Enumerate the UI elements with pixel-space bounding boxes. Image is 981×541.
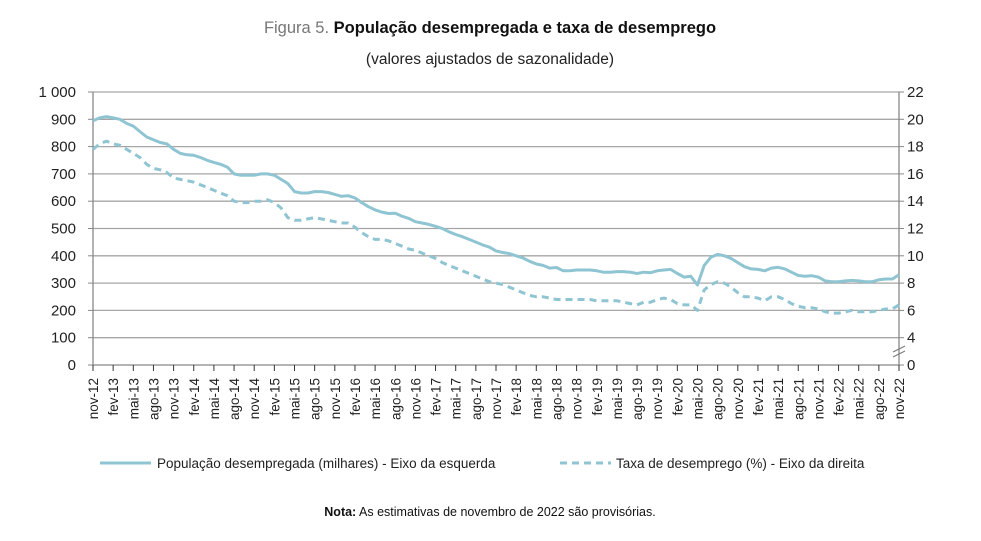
y-right-tick-label: 16 [907,166,924,183]
y-left-tick-label: 600 [51,193,76,210]
x-tick-label: mai-22 [852,378,867,419]
chart-note: Nota: As estimativas de novembro de 2022… [324,505,655,519]
x-tick-label: nov-15 [328,378,343,419]
x-tick-label: fev-13 [106,378,121,416]
axes: 0 100 200 300 400 500 600 700 800 900 1 000 0 4 6 8 10 1… [38,84,923,420]
y-left-tick-label: 800 [51,139,76,156]
note-label: Nota: [324,505,356,519]
legend-label-population: População desempregada (milhares) - Eixo… [157,456,496,471]
x-tick-label: nov-16 [408,378,423,419]
x-tick-label: mai-13 [126,378,141,419]
y-left-tick-label: 500 [51,221,76,238]
x-tick-label: mai-16 [368,378,383,419]
x-tick-label: fev-18 [509,378,524,416]
title-prefix: Figura 5. [264,19,329,37]
note-text: As estimativas de novembro de 2022 são p… [359,505,656,519]
chart-subtitle: (valores ajustados de sazonalidade) [366,51,614,68]
x-tick-label: ago-13 [146,378,161,420]
x-tick-label: fev-20 [670,378,685,416]
x-tick-label: nov-12 [86,378,101,419]
y-left-tick-label: 200 [51,302,76,319]
x-tick-label: mai-19 [610,378,625,419]
x-tick-label: nov-22 [892,378,907,419]
series-line-rate [92,139,900,315]
y-right-tick-label: 0 [907,357,915,374]
chart-title: Figura 5. População desempregada e taxa … [264,19,716,37]
x-tick-label: fev-17 [429,378,444,416]
x-tick-label: nov-13 [167,378,182,419]
y-left-tick-label: 100 [51,330,76,347]
x-tick-label: nov-20 [731,378,746,419]
y-right-tick-label: 4 [907,330,915,347]
series-line-population [92,115,900,287]
y-left-tick-label: 300 [51,275,76,292]
x-tick-label: ago-21 [791,378,806,420]
y-right-tick-label: 22 [907,84,924,101]
x-tick-label: mai-20 [691,378,706,419]
x-tick-label: ago-16 [388,378,403,420]
x-tick-label: fev-15 [267,378,282,416]
y-right-tick-label: 10 [907,248,924,265]
x-tick-label: mai-21 [771,378,786,419]
x-tick-label: fev-22 [832,378,847,416]
y-left-tick-label: 0 [68,357,76,374]
y-right-tick-label: 12 [907,221,924,238]
x-tick-label: mai-15 [288,378,303,419]
series-lines [92,115,900,315]
x-tick-label: fev-19 [590,378,605,416]
x-tick-label: mai-14 [207,378,222,420]
x-tick-label: ago-19 [630,378,645,420]
x-tick-label: fev-14 [187,378,202,416]
y-right-tick-label: 18 [907,139,924,156]
gridlines [93,91,899,339]
y-right-tick-label: 20 [907,111,924,128]
title-main: População desempregada e taxa de desempr… [334,19,716,37]
y-left-tick-label: 400 [51,248,76,265]
x-tick-label: ago-17 [469,378,484,420]
legend: População desempregada (milhares) - Eixo… [100,456,865,471]
x-tick-label: mai-17 [449,378,464,419]
x-tick-label: nov-21 [811,378,826,419]
axis-break-mark [892,345,906,353]
axis-break-mark [892,350,906,358]
y-right-tick-label: 6 [907,302,915,319]
legend-label-rate: Taxa de desemprego (%) - Eixo da direita [616,456,865,471]
x-tick-label: nov-19 [650,378,665,419]
x-tick-label: ago-22 [872,378,887,420]
x-tick-label: fev-21 [751,378,766,416]
y-left-tick-label: 700 [51,166,76,183]
x-tick-label: nov-18 [570,378,585,419]
x-tick-label: nov-17 [489,378,504,419]
x-tick-label: ago-15 [308,378,323,420]
x-tick-label: ago-14 [227,378,242,421]
x-tick-label: ago-18 [549,378,564,420]
x-tick-label: nov-14 [247,378,262,420]
x-tick-label: ago-20 [711,378,726,420]
x-tick-label: mai-18 [529,378,544,419]
x-tick-label: fev-16 [348,378,363,416]
y-right-tick-label: 14 [907,193,924,210]
y-right-tick-label: 8 [907,275,915,292]
y-left-tick-label: 900 [51,111,76,128]
y-left-tick-label: 1 000 [38,84,76,101]
